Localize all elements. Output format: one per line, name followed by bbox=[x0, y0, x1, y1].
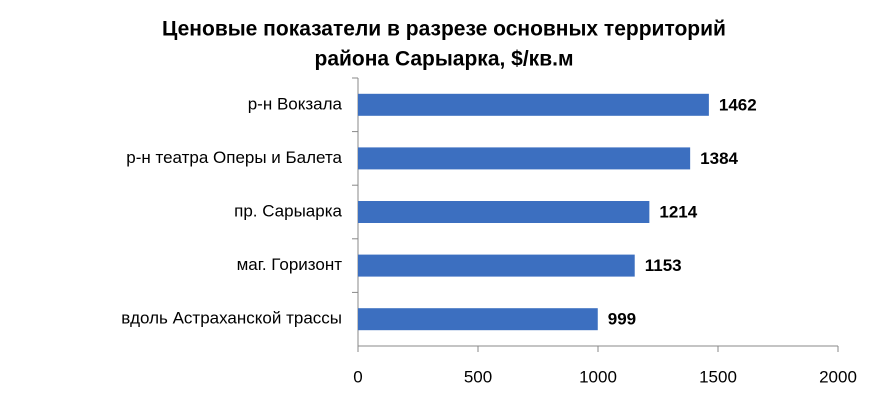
bar bbox=[358, 308, 598, 331]
value-label: 1384 bbox=[700, 149, 738, 168]
bar bbox=[358, 254, 635, 277]
x-tick-label: 1000 bbox=[579, 367, 617, 386]
x-tick-label: 1500 bbox=[699, 367, 737, 386]
y-tick-label: маг. Горизонт bbox=[237, 255, 343, 274]
value-label: 1214 bbox=[659, 202, 697, 221]
x-tick-label: 0 bbox=[353, 367, 362, 386]
y-tick-label: р-н Вокзала bbox=[248, 94, 343, 113]
value-label: 1462 bbox=[719, 95, 757, 114]
chart-title: Ценовые показатели в разрезе основных те… bbox=[162, 18, 726, 41]
bar bbox=[358, 93, 709, 116]
y-tick-label: пр. Сарыарка bbox=[234, 201, 342, 220]
x-tick-label: 500 bbox=[464, 367, 492, 386]
y-tick-label: р-н театра Оперы и Балета bbox=[126, 148, 342, 167]
bar bbox=[358, 147, 691, 170]
bar bbox=[358, 201, 650, 223]
value-label: 1153 bbox=[645, 256, 682, 275]
value-label: 999 bbox=[608, 310, 636, 329]
chart-title: района Сарыарка, $/кв.м bbox=[315, 48, 574, 71]
y-tick-label: вдоль Астраханской трассы bbox=[121, 309, 342, 328]
x-tick-label: 2000 bbox=[819, 367, 857, 386]
